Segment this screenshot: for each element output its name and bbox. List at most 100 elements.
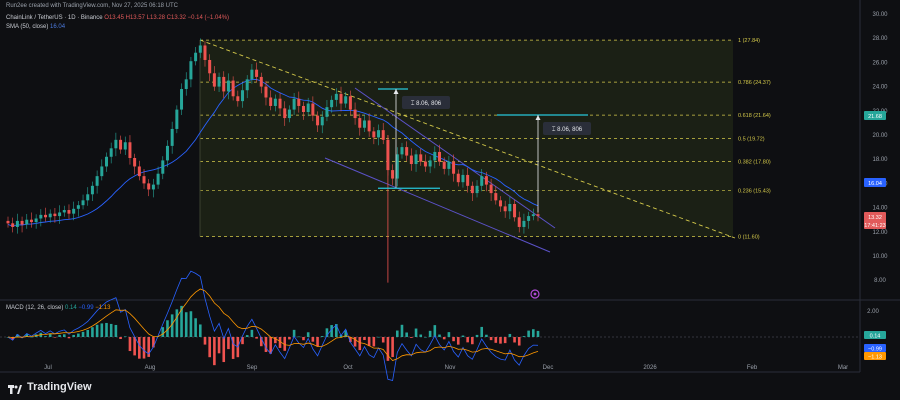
macd-hist-bar [119,337,122,339]
candle-body [306,103,310,113]
price-badge-label: 17:41:23 [864,223,885,229]
candle-body [194,52,198,62]
price-tick-label: 18.00 [872,157,888,163]
macd-hist-bar [395,330,399,337]
candle-body [39,214,43,219]
channel-upper-line[interactable] [354,87,556,229]
macd-hist-bar [152,337,155,348]
channel-lower-line[interactable] [324,157,551,253]
price-axis[interactable]: 30.0028.0026.0024.0022.0020.0018.0016.00… [864,12,888,284]
macd-hist-bar [358,337,362,351]
candle-body [466,174,470,186]
candle-body [414,154,418,165]
macd-hist-bar [414,328,418,337]
candle-body [320,116,324,126]
candle-body [95,176,99,186]
candle-body [241,90,245,102]
candle-body [494,193,498,201]
macd-hist-bar [44,336,47,337]
candle-body [255,69,259,77]
candle-body [325,107,329,117]
candle-body [208,59,212,74]
fib-level-label: 0.236 (15.43) [738,188,771,194]
candle-body [156,173,160,185]
candle-body [165,145,169,161]
candle-body [395,154,399,179]
price-range-measures[interactable]: ⌶ 8.06, 806 ⌶ 8.06, 806 [378,88,591,213]
candle-body [189,61,193,80]
macd-hist-bar [513,337,516,343]
macd-hist-bar [180,305,183,337]
candle-body [301,105,305,113]
candle-body [428,160,432,167]
tradingview-logo[interactable]: TradingView [8,381,92,394]
candle-body [20,220,24,225]
macd-hist-bar [227,337,230,350]
candle-body [231,80,235,97]
candle-body [67,210,71,214]
macd-hist-bar [527,330,530,337]
measure-label-box [543,122,591,135]
macd-hist-bar [95,324,99,337]
fib-retracement[interactable]: 1 (27.84) 0.786 (24.37) 0.618 (21.64) 0.5 (… [199,38,771,241]
candle-body [531,214,535,217]
macd-hist-bar [452,337,455,342]
macd-hist-bar [250,329,254,337]
macd-hist-bar [114,324,118,337]
fib-level-label: 0 (11.60) [738,235,760,241]
candle-body [489,184,493,194]
candle-body [409,155,413,165]
symbol-legend[interactable]: ChainLink / TetherUS · 1D · Binance O13.… [6,15,229,21]
candle-body [44,214,48,218]
candle-body [278,98,282,109]
candle-body [236,96,240,102]
macd-hist-bar [53,337,57,338]
candle-body [62,210,66,213]
price-tick-label: 10.00 [872,254,888,260]
macd-hist-bar [48,334,52,337]
candle-body [147,183,151,190]
candle-body [128,142,132,158]
macd-hist-bar [471,337,474,345]
measure-arrow-head [535,115,541,121]
macd-hist-bar [133,337,136,356]
macd-hist-bar [456,337,460,345]
candle-body [283,108,287,119]
macd-label: MACD (12, 26, close) [6,305,64,311]
price-badge [864,220,886,229]
macd-hist-bar [466,337,469,343]
macd-hist-bar [503,337,507,344]
macd-hist-bar [194,318,197,337]
time-axis[interactable]: Jul Aug Sep Oct Nov Dec 2026 Feb Mar [44,365,848,371]
macd-hist-bar [311,337,315,342]
trend-lines[interactable] [199,39,736,253]
macd-hist-bar [189,311,193,337]
macd-legend[interactable]: MACD (12, 26, close) 0.14 −0.99 −1.13 [6,305,110,311]
candle-body [423,161,427,167]
price-badge-label: 16.04 [868,181,882,187]
macd-hist-bar [419,334,423,337]
macd-pane: 2.000.14−0.99−1.13 [0,270,886,381]
macd-axis-tick: 2.00 [867,309,879,315]
sma-legend[interactable]: SMA (50, close) 16.04 [6,24,65,30]
candle-body [34,218,38,223]
macd-hist-bar [386,337,390,361]
candle-body [517,217,521,227]
macd-hist-bar [349,337,352,343]
macd-hist-bar [316,337,319,347]
macd-hist-bar [391,337,394,358]
fib-level-label: 0.618 (21.64) [738,113,771,119]
price-tick-label: 26.00 [872,60,888,66]
macd-hist-bar [335,324,338,337]
macd-hist-bar [100,323,104,337]
macd-hist-bar [147,337,151,357]
macd-hist-bar [175,309,179,337]
candle-body [100,166,104,177]
alert-icon[interactable] [530,289,540,299]
candle-body [400,147,404,155]
macd-hist-bar [203,337,207,345]
candle-body [527,216,531,221]
candle-body [419,154,423,162]
